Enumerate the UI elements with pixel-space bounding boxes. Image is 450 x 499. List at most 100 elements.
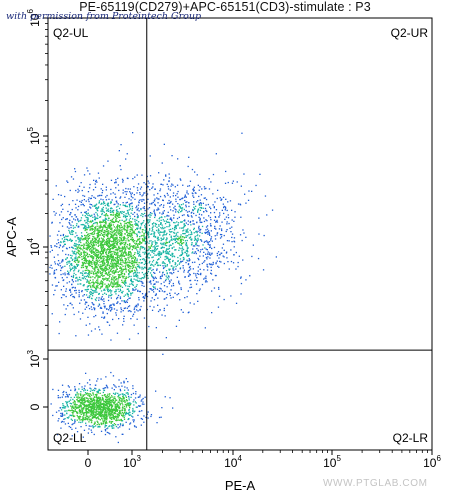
event-dot — [181, 249, 183, 252]
event-dot — [171, 265, 173, 267]
event-dot — [144, 276, 146, 278]
event-dot — [212, 261, 214, 264]
event-dot — [90, 228, 92, 230]
event-dot — [114, 193, 116, 195]
event-dot — [111, 307, 113, 309]
event-dot — [132, 262, 135, 264]
event-dot — [64, 272, 66, 274]
event-dot — [71, 407, 73, 409]
event-dot — [92, 425, 94, 427]
event-dot — [104, 283, 106, 285]
event-dot — [208, 188, 211, 190]
event-dot — [220, 228, 223, 230]
event-dot — [184, 224, 186, 227]
event-dot — [116, 217, 118, 219]
event-dot — [64, 396, 67, 398]
event-dot — [83, 258, 86, 260]
event-dot — [82, 262, 84, 264]
event-dot — [110, 268, 112, 271]
event-dot — [98, 201, 100, 204]
event-dot — [174, 292, 176, 294]
event-dot — [102, 258, 105, 260]
event-dot — [120, 229, 122, 231]
event-dot — [126, 221, 128, 224]
event-dot — [133, 231, 135, 233]
event-dot — [108, 271, 110, 273]
event-dot — [188, 254, 190, 257]
event-dot — [198, 258, 200, 261]
event-dot — [177, 270, 179, 272]
event-dot — [154, 294, 157, 296]
event-dot — [103, 288, 105, 290]
event-dot — [132, 245, 134, 248]
event-dot — [181, 227, 183, 229]
event-dot — [90, 330, 93, 332]
event-dot — [87, 408, 89, 410]
event-dot — [177, 158, 179, 160]
event-dot — [173, 256, 176, 258]
event-dot — [76, 246, 78, 248]
event-dot — [124, 204, 126, 207]
event-dot — [103, 298, 105, 300]
event-dot — [104, 204, 106, 207]
event-dot — [166, 272, 168, 274]
event-dot — [110, 201, 112, 203]
event-dot — [207, 230, 209, 233]
event-dot — [192, 248, 194, 250]
event-dot — [60, 421, 63, 423]
event-dot — [121, 410, 123, 412]
event-dot — [99, 251, 101, 254]
event-dot — [124, 248, 127, 251]
event-dot — [151, 233, 153, 235]
event-dot — [87, 209, 89, 211]
event-dot — [131, 238, 133, 240]
event-dot — [103, 275, 105, 277]
event-dot — [135, 262, 137, 264]
event-dot — [136, 261, 138, 264]
event-dot — [128, 338, 131, 340]
event-dot — [70, 264, 73, 266]
event-dot — [122, 310, 124, 312]
event-dot — [103, 250, 106, 252]
event-dot — [139, 255, 142, 257]
event-dot — [121, 246, 124, 249]
event-dot — [98, 405, 100, 408]
event-dot — [153, 278, 155, 280]
event-dot — [184, 194, 186, 196]
event-dot — [110, 279, 113, 281]
event-dot — [181, 251, 183, 253]
event-dot — [96, 225, 98, 227]
event-dot — [190, 231, 192, 233]
event-dot — [204, 197, 206, 199]
event-dot — [117, 278, 119, 280]
event-dot — [105, 222, 107, 224]
event-dot — [130, 256, 133, 258]
event-dot — [93, 389, 96, 392]
event-dot — [100, 290, 103, 292]
event-dot — [81, 398, 83, 400]
event-dot — [172, 203, 174, 205]
event-dot — [243, 173, 245, 175]
event-dot — [116, 309, 118, 311]
event-dot — [147, 249, 149, 252]
event-dot — [135, 406, 137, 408]
event-dot — [115, 206, 118, 208]
event-dot — [164, 258, 166, 261]
event-dot — [141, 266, 143, 268]
event-dot — [101, 230, 103, 232]
event-dot — [208, 244, 211, 246]
event-dot — [137, 183, 140, 185]
event-dot — [80, 248, 82, 250]
event-dot — [73, 260, 75, 263]
event-dot — [190, 239, 193, 241]
event-dot — [71, 259, 73, 261]
event-dot — [222, 203, 224, 205]
event-dot — [54, 272, 56, 274]
event-dot — [86, 392, 88, 394]
event-dot — [83, 244, 86, 246]
event-dot — [121, 251, 123, 253]
event-dot — [102, 231, 105, 234]
event-dot — [60, 269, 62, 272]
event-dot — [148, 219, 150, 221]
event-dot — [89, 279, 91, 281]
